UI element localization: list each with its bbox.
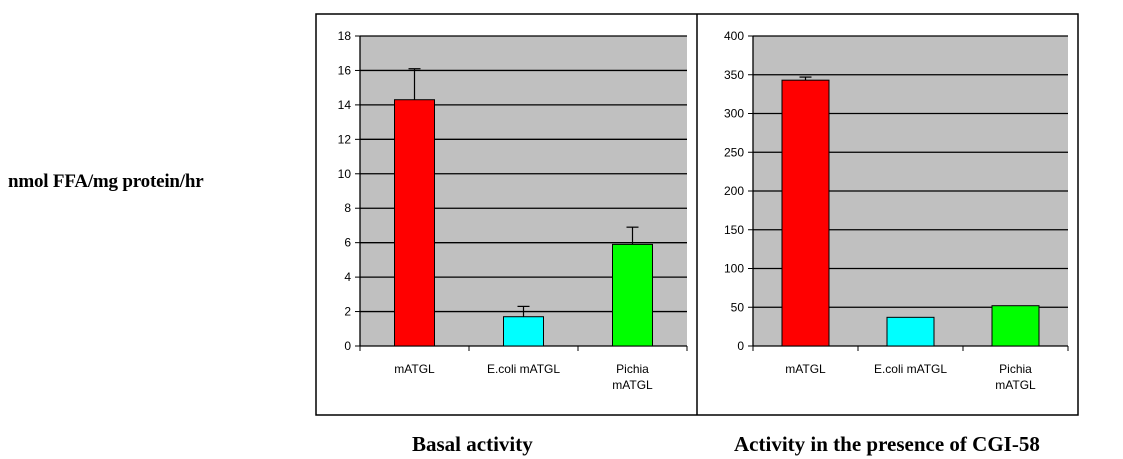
y-tick-label: 4 bbox=[344, 270, 351, 284]
bar bbox=[394, 99, 435, 347]
bar bbox=[503, 316, 544, 347]
y-tick-label: 150 bbox=[724, 223, 744, 237]
y-tick-label: 14 bbox=[338, 98, 352, 112]
y-tick-label: 16 bbox=[338, 63, 352, 77]
x-tick-label: mATGL bbox=[995, 378, 1036, 392]
y-tick-label: 200 bbox=[724, 184, 744, 198]
bar bbox=[991, 305, 1040, 347]
x-tick-label: Pichia bbox=[616, 362, 649, 376]
y-tick-label: 250 bbox=[724, 145, 744, 159]
x-tick-label: mATGL bbox=[612, 378, 653, 392]
y-tick-label: 50 bbox=[731, 300, 745, 314]
y-tick-label: 0 bbox=[344, 339, 351, 353]
x-tick-label: mATGL bbox=[394, 362, 435, 376]
basal-activity-chart: 0 2 4 6 8 10 12 14 16 18 mATGL E.coli mATGL Pichia mA… bbox=[338, 29, 688, 392]
x-tick-label: E.coli mATGL bbox=[874, 362, 947, 376]
x-tick-label: mATGL bbox=[785, 362, 826, 376]
chart-caption-cgi58: Activity in the presence of CGI-58 bbox=[734, 432, 1040, 456]
y-tick-label: 6 bbox=[344, 236, 351, 250]
y-tick-label: 8 bbox=[344, 201, 351, 215]
y-tick-label: 18 bbox=[338, 29, 352, 43]
y-tick-label: 12 bbox=[338, 132, 352, 146]
charts-figure: 0 2 4 6 8 10 12 14 16 18 mATGL E.coli mATGL Pichia mA… bbox=[315, 13, 1079, 416]
y-tick-label: 0 bbox=[737, 339, 744, 353]
y-axis-label: nmol FFA/mg protein/hr bbox=[8, 171, 204, 192]
x-tick-label: Pichia bbox=[999, 362, 1032, 376]
y-tick-label: 350 bbox=[724, 68, 744, 82]
y-tick-label: 400 bbox=[724, 29, 744, 43]
x-tick-label: E.coli mATGL bbox=[487, 362, 560, 376]
bar bbox=[886, 316, 935, 347]
cgi58-activity-chart: 0 50 100 150 200 250 300 350 400 mATGL E.coli mATG… bbox=[724, 29, 1069, 392]
chart-caption-basal: Basal activity bbox=[412, 432, 533, 456]
y-tick-label: 2 bbox=[344, 305, 351, 319]
bar bbox=[612, 243, 653, 347]
y-tick-label: 300 bbox=[724, 107, 744, 121]
y-tick-label: 10 bbox=[338, 167, 352, 181]
y-tick-label: 100 bbox=[724, 262, 744, 276]
bar bbox=[781, 79, 830, 347]
